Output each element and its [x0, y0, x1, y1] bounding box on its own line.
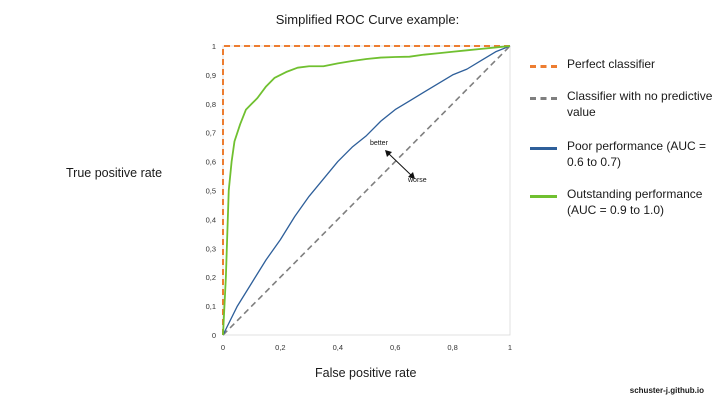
y-tick-label: 0,5	[206, 187, 216, 196]
legend-swatch-perfect	[530, 65, 557, 68]
series-no-predictive-value	[222, 45, 511, 336]
y-tick-label: 0,1	[206, 302, 216, 311]
y-tick-label: 0,3	[206, 244, 216, 253]
legend-label: Perfect classifier	[567, 57, 656, 71]
legend-swatch-outstanding	[530, 195, 557, 198]
y-tick-label: 0,8	[206, 100, 216, 109]
legend-item-outstanding: Outstanding performance (AUC = 0.9 to 1.…	[530, 186, 715, 218]
y-tick-label: 0,9	[206, 71, 216, 80]
series-layer	[222, 45, 511, 336]
legend-swatch-no-predictive	[530, 97, 557, 100]
y-tick-labels: 0 0,1 0,2 0,3 0,4 0,5 0,6 0,7 0,8 0,9 1	[206, 42, 216, 340]
x-tick-labels: 0 0,2 0,4 0,6 0,8 1	[221, 343, 512, 352]
legend-item-perfect: Perfect classifier	[530, 56, 715, 72]
series-poor-performance	[222, 45, 511, 336]
legend-item-poor: Poor performance (AUC = 0.6 to 0.7)	[530, 138, 715, 170]
legend-swatch-poor	[530, 147, 557, 150]
x-tick-label: 0,2	[275, 343, 285, 352]
annotation-worse: worse	[407, 177, 427, 184]
annotation-arrow	[387, 152, 413, 177]
x-tick-label: 1	[508, 343, 512, 352]
y-tick-label: 0	[212, 331, 216, 340]
legend-label: Outstanding performance (AUC = 0.9 to 1.…	[567, 187, 703, 217]
series-perfect-classifier	[222, 45, 510, 335]
y-tick-label: 1	[212, 42, 216, 51]
annotation-arrowhead-down	[408, 172, 415, 179]
y-tick-label: 0,4	[206, 215, 216, 224]
x-tick-label: 0,6	[390, 343, 400, 352]
x-tick-label: 0	[221, 343, 225, 352]
legend-item-no-predictive: Classifier with no predictive value	[530, 88, 715, 120]
legend-label: Classifier with no predictive value	[567, 89, 713, 119]
series-outstanding-performance	[222, 45, 511, 336]
annotation-arrowhead-up	[385, 150, 392, 157]
better-worse-annotation: better worse	[370, 140, 427, 184]
chart-title: Simplified ROC Curve example:	[275, 12, 460, 27]
annotation-better: better	[370, 140, 389, 147]
x-axis-label: False positive rate	[315, 366, 417, 380]
legend-label: Poor performance (AUC = 0.6 to 0.7)	[567, 139, 707, 169]
x-tick-label: 0,4	[333, 343, 343, 352]
footer-credit: schuster-j.github.io	[629, 386, 704, 395]
y-tick-label: 0,6	[206, 158, 216, 167]
x-tick-label: 0,8	[447, 343, 457, 352]
y-axis-label: True positive rate	[66, 166, 163, 180]
y-tick-label: 0,2	[206, 273, 216, 282]
y-tick-label: 0,7	[206, 129, 216, 138]
